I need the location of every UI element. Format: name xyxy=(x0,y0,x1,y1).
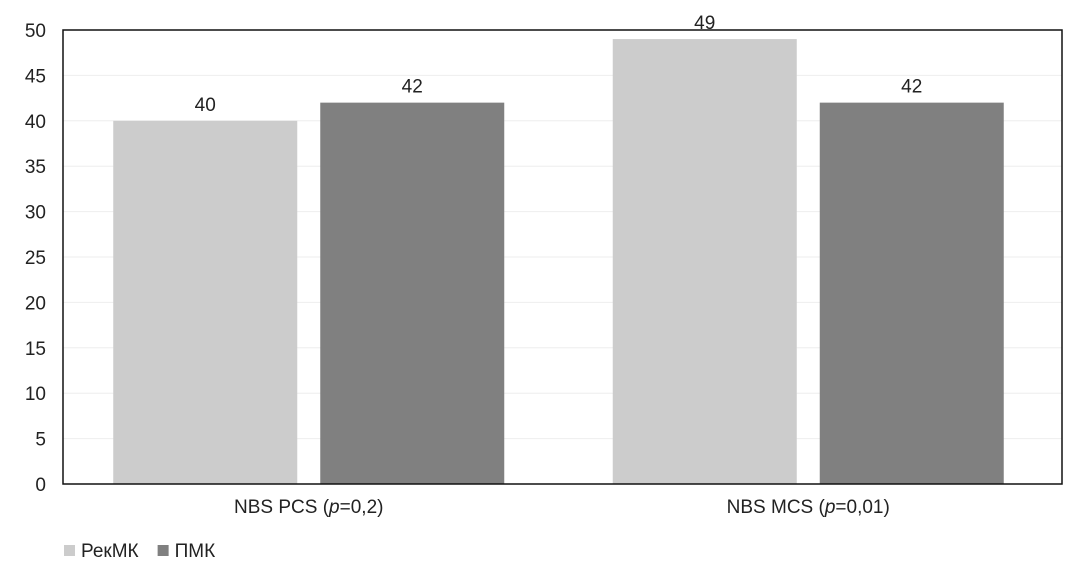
legend-swatch xyxy=(64,545,75,556)
legend-label: РекМК xyxy=(81,541,139,562)
y-tick-label: 15 xyxy=(25,339,46,360)
category-prefix: NBS PCS ( xyxy=(234,497,330,518)
y-tick-label: 35 xyxy=(25,157,46,178)
x-category-label: NBS PCS (p=0,2) xyxy=(234,497,383,518)
category-suffix: =0,01) xyxy=(835,497,889,518)
category-italic: p xyxy=(824,497,836,518)
y-tick-label: 45 xyxy=(25,66,46,87)
category-italic: p xyxy=(328,497,340,518)
legend-label: ПМК xyxy=(175,541,216,562)
data-label: 40 xyxy=(195,95,216,116)
legend-swatch xyxy=(157,545,169,556)
y-axis-ticks: 0 5 10 15 20 25 30 35 40 45 50 xyxy=(25,21,46,496)
data-label: 49 xyxy=(694,13,715,34)
y-tick-label: 0 xyxy=(35,475,46,496)
bars xyxy=(113,39,1004,485)
y-tick-label: 10 xyxy=(25,384,46,405)
y-tick-label: 25 xyxy=(25,248,46,269)
legend: РекМК ПМК xyxy=(64,541,215,562)
data-label: 42 xyxy=(901,77,922,98)
plot-frame xyxy=(62,29,1063,485)
bar xyxy=(320,102,505,484)
x-axis-categories: NBS PCS (p=0,2) NBS MCS (p=0,01) xyxy=(234,497,890,518)
data-label: 42 xyxy=(402,77,423,98)
y-tick-label: 30 xyxy=(25,203,46,224)
category-suffix: =0,2) xyxy=(340,497,384,518)
y-tick-label: 20 xyxy=(25,293,46,314)
x-category-label: NBS MCS (p=0,01) xyxy=(727,497,890,518)
bar xyxy=(113,120,298,485)
category-prefix: NBS MCS ( xyxy=(727,497,826,518)
bar xyxy=(612,39,797,485)
y-tick-label: 50 xyxy=(25,21,46,42)
data-labels: 40 42 49 42 xyxy=(195,13,923,116)
bar xyxy=(819,102,1004,484)
y-tick-label: 40 xyxy=(25,112,46,133)
y-tick-label: 5 xyxy=(35,430,46,451)
